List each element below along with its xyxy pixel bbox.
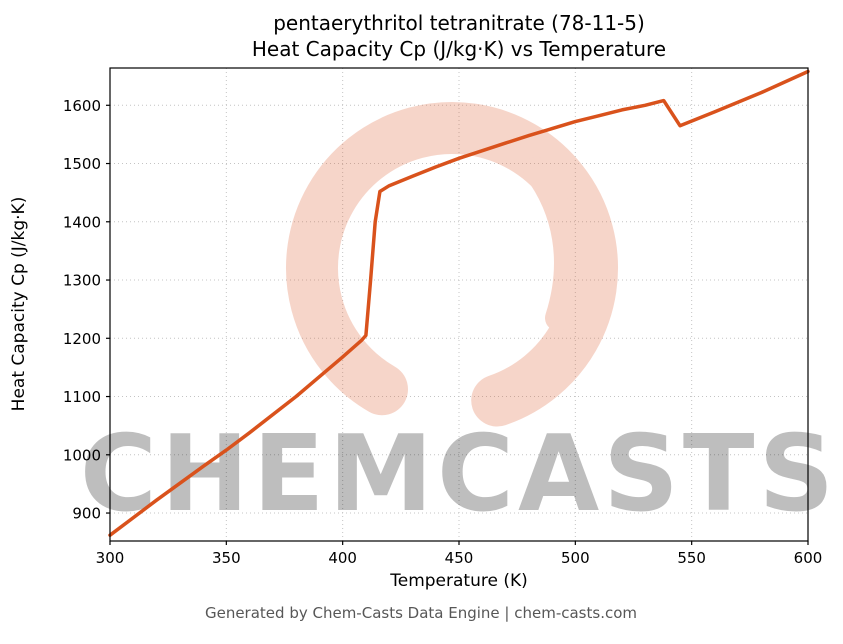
footer-credit: Generated by Chem-Casts Data Engine | ch… xyxy=(205,604,637,622)
x-tick-label: 600 xyxy=(794,549,823,567)
chart-title-line2: Heat Capacity Cp (J/kg·K) vs Temperature xyxy=(252,37,666,61)
watermark-ring xyxy=(285,102,618,434)
x-tick-label: 300 xyxy=(96,549,125,567)
y-tick-label: 1300 xyxy=(63,272,101,290)
watermark-text: CHEMCASTS xyxy=(80,413,838,535)
y-tick-label: 1400 xyxy=(63,213,101,231)
x-tick-label: 350 xyxy=(212,549,241,567)
y-tick-label: 1000 xyxy=(63,446,101,464)
y-tick-label: 1100 xyxy=(63,388,101,406)
watermark-brush-stroke xyxy=(523,157,580,331)
y-tick-label: 1600 xyxy=(63,97,101,115)
data-series xyxy=(108,69,810,537)
heat-capacity-line xyxy=(108,69,810,537)
x-axis-label: Temperature (K) xyxy=(389,571,528,591)
watermark-logo xyxy=(285,102,618,434)
y-tick-label: 1200 xyxy=(63,330,101,348)
x-tick-label: 450 xyxy=(445,549,474,567)
x-tick-label: 550 xyxy=(677,549,706,567)
x-tick-label: 500 xyxy=(561,549,590,567)
y-axis-label: Heat Capacity Cp (J/kg·K) xyxy=(9,197,29,412)
axis-ticks: 300 350 400 450 500 550 600 900 1000 1100 1200 1300… xyxy=(63,97,823,567)
y-tick-label: 1500 xyxy=(63,155,101,173)
y-tick-label: 900 xyxy=(72,505,101,523)
chart-title-line1: pentaerythritol tetranitrate (78-11-5) xyxy=(273,11,645,35)
x-tick-label: 400 xyxy=(328,549,357,567)
